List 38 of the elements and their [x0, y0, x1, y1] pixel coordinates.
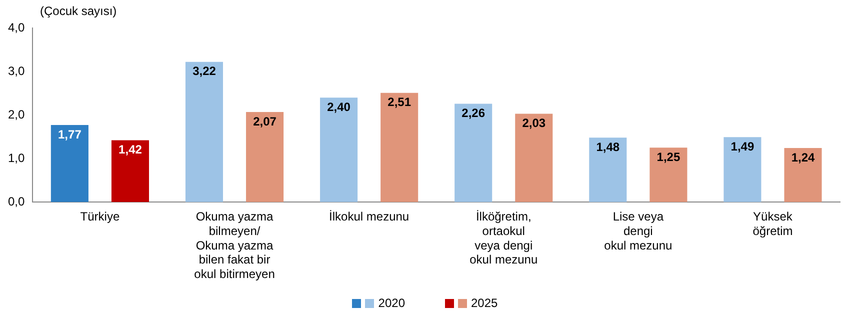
y-tick-label: 1,0: [8, 150, 25, 165]
x-tick-label: Lise veya dengi okul mezunu: [604, 210, 672, 252]
y-tick-label: 2,0: [8, 107, 25, 122]
data-label: 2,40: [327, 100, 351, 114]
data-label: 1,49: [730, 139, 754, 154]
x-tick-label: İlköğretim, ortaokul veya dengi okul mezunu: [470, 210, 538, 267]
x-tick-label: İlkokul mezunu: [329, 210, 410, 224]
legend-label: 2020: [378, 296, 405, 310]
x-tick-label: Türkiye: [80, 210, 120, 224]
y-tick-label: 4,0: [8, 20, 25, 34]
data-label: 1,25: [656, 150, 680, 164]
y-tick-label: 0,0: [8, 194, 25, 208]
bar: [111, 140, 150, 202]
bar: [50, 125, 88, 202]
y-tick-label: 3,0: [8, 64, 25, 78]
bar: [650, 148, 688, 202]
data-label: 1,48: [596, 140, 620, 154]
bar: [724, 137, 762, 202]
bar: [589, 138, 627, 202]
y-axis-title: (Çocuk sayısı): [40, 4, 117, 18]
bar: [185, 62, 224, 202]
data-label: 2,03: [522, 116, 546, 130]
data-label: 1,42: [118, 142, 142, 157]
data-label: 2,51: [388, 95, 412, 110]
data-label: 1,77: [58, 127, 82, 142]
bar: [784, 148, 822, 202]
data-label: 1,24: [791, 150, 815, 164]
data-label: 3,22: [192, 64, 216, 78]
bar: [380, 92, 418, 202]
x-tick-label: Okuma yazma bilmeyen/ Okuma yazma bilen fakat bir okul bitirmeyen: [194, 210, 275, 282]
x-tick-label: Yüksek öğretim: [752, 210, 794, 238]
bar: [515, 114, 553, 202]
bar: [454, 104, 492, 202]
bar: [246, 112, 284, 202]
bar: [320, 98, 358, 202]
legend-label: 2025: [471, 296, 498, 310]
data-label: 2,26: [462, 106, 486, 120]
data-label: 2,07: [253, 114, 277, 128]
